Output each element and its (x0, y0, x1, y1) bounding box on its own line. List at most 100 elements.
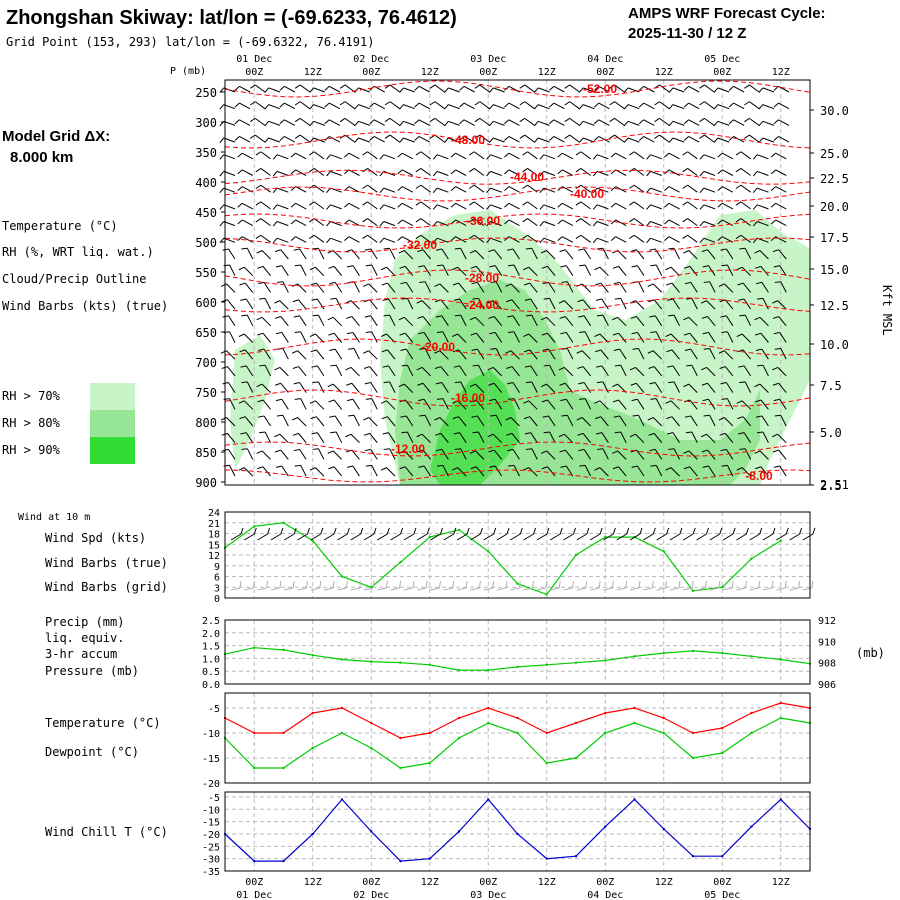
wind-barb-staff (633, 218, 645, 227)
wind-barb-staff (614, 84, 625, 93)
wind-barb-staff (562, 169, 574, 176)
wind-barb (453, 432, 467, 443)
wind-barb-flag (719, 366, 726, 370)
wind-barb (610, 186, 627, 193)
wind-barb-flag (756, 297, 764, 300)
wind-barb-flag (234, 119, 240, 125)
pressure-tick-label: 450 (195, 206, 217, 220)
temperature-point (545, 731, 548, 735)
wind-barb (549, 102, 565, 110)
wind-barb-true (310, 533, 322, 541)
wind-barb (773, 265, 787, 276)
wind-barb-flag (699, 154, 705, 160)
wind-barb-staff (775, 152, 787, 160)
wind-barb-staff (442, 465, 449, 477)
wind-barb-staff (553, 136, 565, 143)
pressure-tick-label: 800 (195, 416, 217, 430)
wind-barb (326, 154, 342, 160)
wind-barb-flag (487, 433, 494, 438)
wind-speed-point (750, 557, 753, 560)
wind-barb (683, 119, 700, 126)
wind-barb-flag (506, 432, 513, 436)
wind-barb-staff (601, 432, 609, 443)
wind-barb-flag (557, 169, 563, 175)
chill-panel-frame (224, 791, 811, 872)
wind-barb-staff (614, 117, 625, 126)
wind-barb-grid-flag (439, 580, 441, 589)
wind-barb-staff (650, 187, 662, 193)
pressure-label: Pressure (mb) (45, 664, 139, 678)
wind-barb (595, 298, 609, 310)
wind-barb-staff (334, 415, 343, 427)
wind-barb-flag (718, 417, 725, 421)
wind-barb-flag (593, 85, 600, 91)
wind-chill-point (691, 854, 695, 858)
legend-cloud: Cloud/Precip Outline (2, 272, 147, 286)
wind-barb-staff (351, 249, 360, 260)
legend-wind-barbs: Wind Barbs (kts) (true) (2, 299, 168, 313)
wind-barb-flag (613, 348, 620, 351)
wind-barb-flag (577, 366, 584, 370)
wind-barb-flag (649, 248, 656, 251)
wind-barb (346, 382, 360, 393)
wind-barb (756, 297, 769, 310)
wind-barb-staff (403, 383, 414, 393)
wind-barb-flag (330, 297, 337, 300)
isotherm-line (224, 80, 811, 98)
wind-barb-flag (560, 398, 567, 402)
wind-barb-true-flag (652, 527, 656, 535)
wind-barb-flag (701, 382, 708, 386)
wind-barb-flag (755, 415, 763, 418)
wind-barb (523, 400, 538, 410)
wind-barb-flag (631, 265, 638, 268)
wind-barb (220, 417, 236, 427)
wind-barb-flag (223, 464, 230, 467)
wind-barb-staff (424, 415, 432, 427)
wind-barb-flag (525, 448, 532, 450)
wind-barb-flag (414, 119, 420, 125)
wind-barb (489, 265, 503, 276)
wind-barb (664, 186, 680, 193)
wind-barb (219, 170, 236, 177)
wind-barb-staff (353, 415, 360, 427)
wind-barb-flag (274, 366, 281, 371)
wind-barb-flag (630, 316, 637, 319)
temperature-point (428, 731, 431, 735)
wind-barb-flag (308, 201, 315, 206)
wind-barb (772, 300, 787, 310)
wind-barb (667, 365, 680, 377)
wind-barb-flag (610, 219, 616, 225)
wind-barb (490, 348, 503, 360)
wind-barb-staff (584, 331, 592, 343)
wind-barb (755, 415, 769, 427)
wind-barb (754, 250, 769, 260)
wind-barb (470, 265, 485, 277)
wind-barb-staff (596, 204, 609, 210)
wind-barb-staff (508, 119, 520, 126)
wind-barb-staff (724, 433, 734, 444)
wind-barb (630, 316, 645, 327)
wind-barb-staff (562, 219, 574, 227)
wind-barb (362, 201, 378, 210)
wind-barb-flag (719, 299, 726, 303)
isotherm-label: -52.00 (583, 82, 617, 96)
wind-barb-staff (618, 266, 627, 277)
wind-barb (309, 400, 325, 410)
wind-barb-staff (318, 248, 325, 260)
wind-barb-staff (528, 266, 538, 277)
wind-barb-flag (682, 168, 688, 173)
wind-barb-flag (454, 247, 461, 250)
wind-barb-flag (432, 204, 438, 210)
wind-barb-true (270, 533, 282, 541)
wind-chill-point (487, 798, 490, 801)
wind-barb-flag (755, 399, 762, 403)
wind-barb (310, 416, 325, 427)
wind-barb-staff (367, 151, 378, 160)
wind-barb (737, 282, 752, 293)
wind-barb-flag (365, 464, 372, 467)
pressure-point (545, 663, 548, 666)
wind-barb-flag (434, 350, 441, 354)
wind-barb-staff (282, 348, 289, 360)
wind-barbs-grid-label: Wind Barbs (grid) (45, 580, 168, 594)
wind-barb-flag (523, 467, 530, 471)
